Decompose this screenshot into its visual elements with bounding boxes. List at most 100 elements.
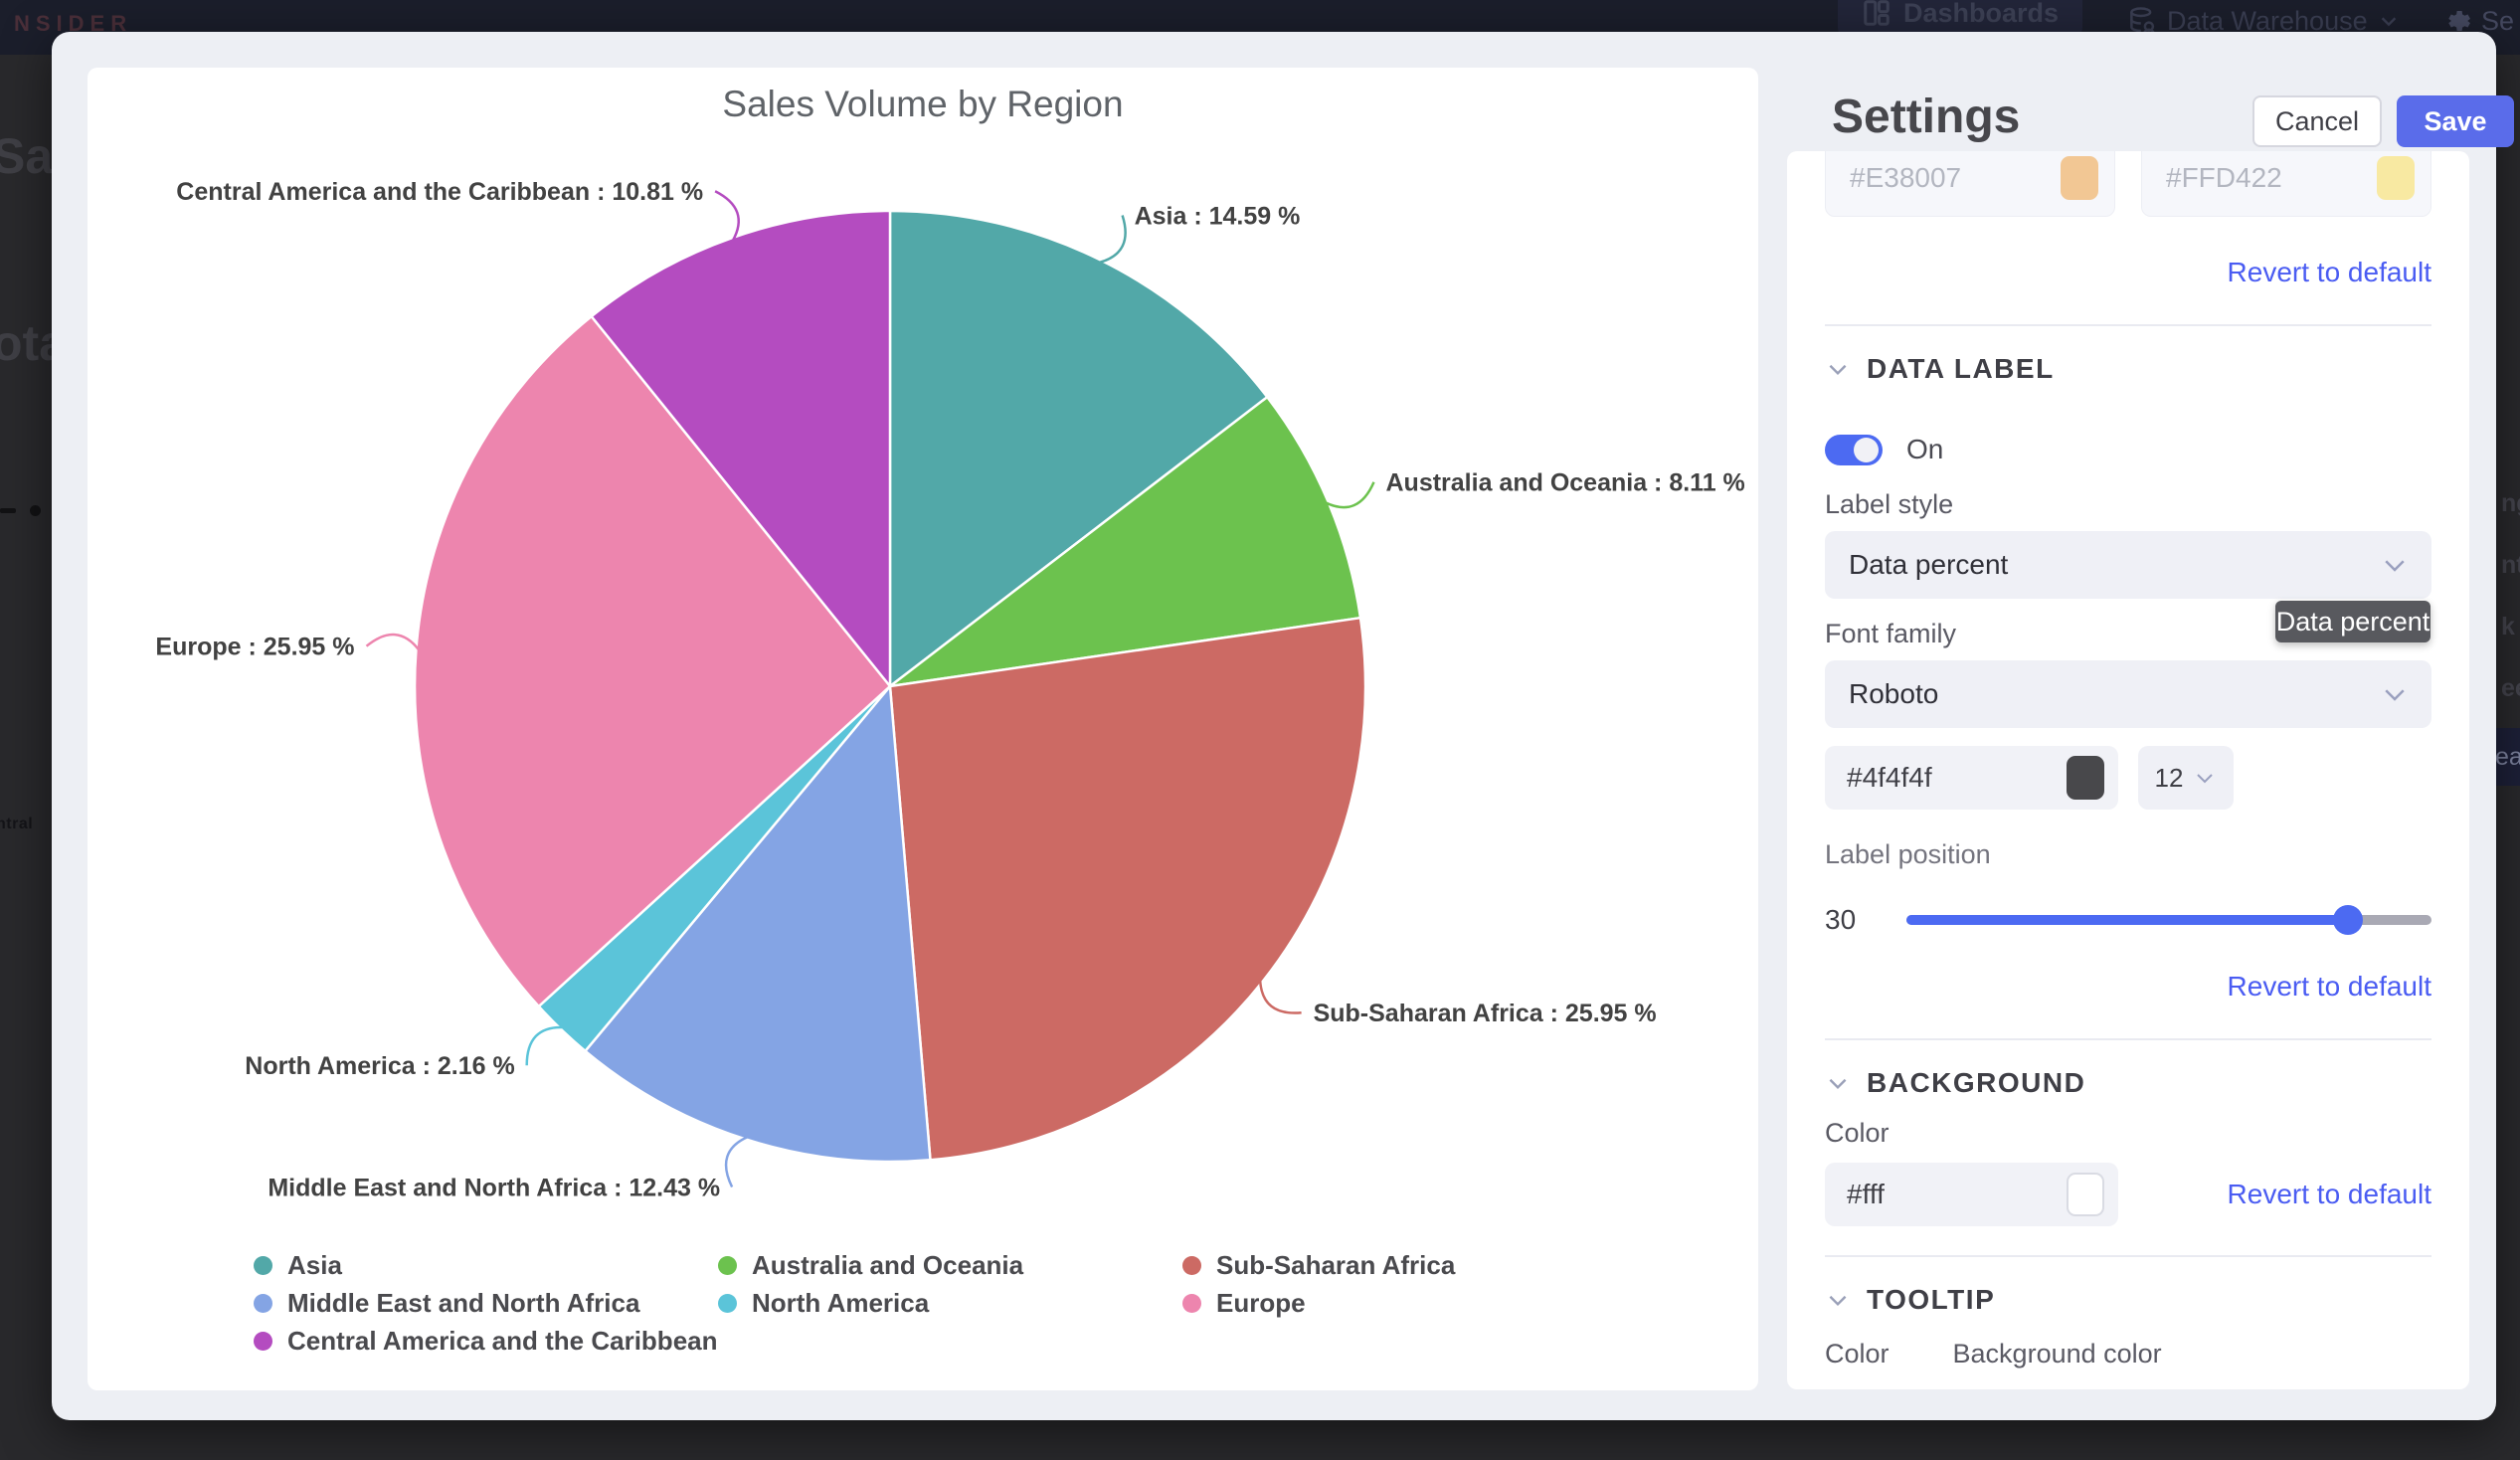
chevron-down-icon — [2385, 560, 2405, 572]
legend-label: Australia and Oceania — [752, 1250, 1024, 1280]
label-position-slider[interactable] — [1906, 905, 2431, 935]
occluded-menu-item: k D — [2501, 613, 2520, 640]
pie-slice[interactable] — [888, 209, 1269, 688]
font-family-label: Font family — [1825, 619, 1957, 648]
legend-label: Middle East and North Africa — [287, 1288, 640, 1318]
font-color-swatch[interactable] — [2067, 756, 2104, 800]
occluded-dash-dot — [0, 505, 41, 516]
chart-title: Sales Volume by Region — [722, 84, 1124, 124]
nav-settings-label: Se — [2481, 5, 2515, 36]
nav-data-warehouse-label: Data Warehouse — [2167, 5, 2368, 36]
slider-fill — [1906, 915, 2348, 925]
series-color-row: #E38007 #FFD422 — [1825, 151, 2431, 217]
pie-slice[interactable] — [590, 209, 892, 688]
legend-label: Central America and the Caribbean — [287, 1326, 718, 1356]
toggle-state-label: On — [1906, 434, 1944, 464]
revert-data-label-link[interactable]: Revert to default — [2227, 971, 2431, 1002]
legend-label: Europe — [1216, 1288, 1306, 1318]
series-color-swatch-1[interactable] — [2061, 156, 2098, 200]
section-background[interactable]: BACKGROUND — [1825, 1064, 2431, 1102]
legend-item[interactable]: Sub-Saharan Africa — [1182, 1250, 1706, 1280]
chevron-down-icon — [1829, 364, 1847, 376]
page-title: Settings — [1832, 91, 2021, 143]
chevron-down-icon — [1829, 1078, 1847, 1090]
legend-item[interactable]: Asia — [254, 1250, 718, 1280]
legend-label: Sub-Saharan Africa — [1216, 1250, 1456, 1280]
pie-slice[interactable] — [584, 684, 932, 1164]
occluded-menu-item: nge — [2501, 489, 2520, 517]
background-color-swatch[interactable] — [2067, 1173, 2104, 1216]
settings-modal: Sales Volume by Region Asia : 14.59 % Aus… — [52, 32, 2514, 1420]
settings-panel: #E38007 #FFD422 Revert to default DATA L… — [1787, 151, 2469, 1389]
occluded-menu-item-highlighted: ear — [2495, 728, 2520, 786]
legend-marker — [254, 1332, 272, 1351]
nav-dashboards-label: Dashboards — [1903, 0, 2060, 28]
label-position-label: Label position — [1825, 839, 1991, 869]
legend-item[interactable]: Europe — [1182, 1288, 1706, 1318]
legend-label: Asia — [287, 1250, 342, 1280]
section-data-label-heading: DATA LABEL — [1867, 353, 2055, 384]
font-size-value: 12 — [2154, 762, 2184, 793]
legend-marker — [718, 1294, 737, 1313]
pie-callout-label: Sub-Saharan Africa : 25.95 % — [1314, 1000, 1657, 1027]
tooltip-background-color-label: Background color — [1952, 1339, 2162, 1369]
legend-item[interactable]: North America — [718, 1288, 1182, 1318]
pie-slice[interactable] — [413, 314, 892, 1008]
series-color-value-2: #FFD422 — [2166, 162, 2282, 193]
dashboards-grid-icon — [1864, 0, 1890, 26]
nav-settings[interactable]: Se — [2441, 0, 2514, 42]
legend-item[interactable]: Middle East and North Africa — [254, 1288, 718, 1318]
pie-callout-line — [714, 190, 740, 242]
slider-thumb[interactable] — [2332, 905, 2363, 935]
pie-callout-label: Australia and Oceania : 8.11 % — [1386, 469, 1745, 497]
font-color-input[interactable]: #4f4f4f — [1825, 746, 2118, 810]
legend-marker — [1182, 1294, 1201, 1313]
font-family-value: Roboto — [1849, 678, 1939, 709]
label-position-value: 30 — [1825, 904, 1857, 935]
label-style-value: Data percent — [1849, 549, 2009, 580]
pie-callout-line — [365, 633, 421, 651]
nav-data-warehouse[interactable]: Data Warehouse — [2127, 0, 2400, 42]
occluded-menu-item: eek — [2501, 674, 2520, 702]
legend-marker — [718, 1256, 737, 1275]
pie-callout-label: Central America and the Caribbean : 10.8… — [176, 178, 703, 206]
label-style-dropdown[interactable]: Data percent — [1825, 531, 2431, 599]
chevron-down-icon — [2381, 17, 2396, 27]
pie-callout-line — [1325, 481, 1375, 509]
cancel-button[interactable]: Cancel — [2252, 95, 2382, 147]
brand-logo: NSIDER — [14, 11, 133, 36]
pie-slice[interactable] — [888, 395, 1362, 688]
series-color-input-2[interactable]: #FFD422 — [2141, 151, 2431, 217]
pie-callout-label: North America : 2.16 % — [245, 1052, 514, 1080]
series-color-swatch-2[interactable] — [2377, 156, 2415, 200]
occluded-text-ntral: ntral — [0, 816, 34, 832]
revert-colors-link[interactable]: Revert to default — [2227, 257, 2431, 287]
save-button[interactable]: Save — [2397, 95, 2514, 147]
divider — [1825, 324, 2431, 326]
font-color-value: #4f4f4f — [1847, 762, 1932, 793]
legend-item[interactable]: Australia and Oceania — [718, 1250, 1182, 1280]
pie-callout-label: Europe : 25.95 % — [155, 634, 354, 661]
legend-label: North America — [752, 1288, 930, 1318]
series-color-input-1[interactable]: #E38007 — [1825, 151, 2115, 217]
font-size-dropdown[interactable]: 12 — [2138, 746, 2234, 810]
revert-background-link[interactable]: Revert to default — [2227, 1179, 2431, 1209]
database-icon — [2130, 7, 2156, 34]
label-style-label: Label style — [1825, 489, 1954, 519]
section-data-label[interactable]: DATA LABEL — [1825, 350, 2431, 388]
gear-icon — [2448, 11, 2470, 31]
data-label-toggle[interactable] — [1825, 434, 1883, 465]
section-tooltip[interactable]: TOOLTIP — [1825, 1281, 2431, 1319]
section-background-heading: BACKGROUND — [1867, 1067, 2086, 1098]
pie-slice[interactable] — [888, 616, 1367, 1162]
nav-dashboards[interactable]: Dashboards — [1838, 0, 2083, 38]
legend-item[interactable]: Central America and the Caribbean — [254, 1326, 718, 1356]
pie-callout-line — [724, 1135, 749, 1188]
chevron-down-icon — [2385, 689, 2405, 701]
legend-marker — [254, 1294, 272, 1313]
font-family-dropdown[interactable]: Roboto — [1825, 660, 2431, 728]
pie-callout-line — [525, 1025, 564, 1066]
pie-callout-label: Middle East and North Africa : 12.43 % — [268, 1175, 720, 1202]
background-color-input[interactable]: #fff — [1825, 1163, 2118, 1226]
chart-legend: Asia Australia and Oceania Sub-Saharan Afr… — [254, 1250, 1706, 1356]
